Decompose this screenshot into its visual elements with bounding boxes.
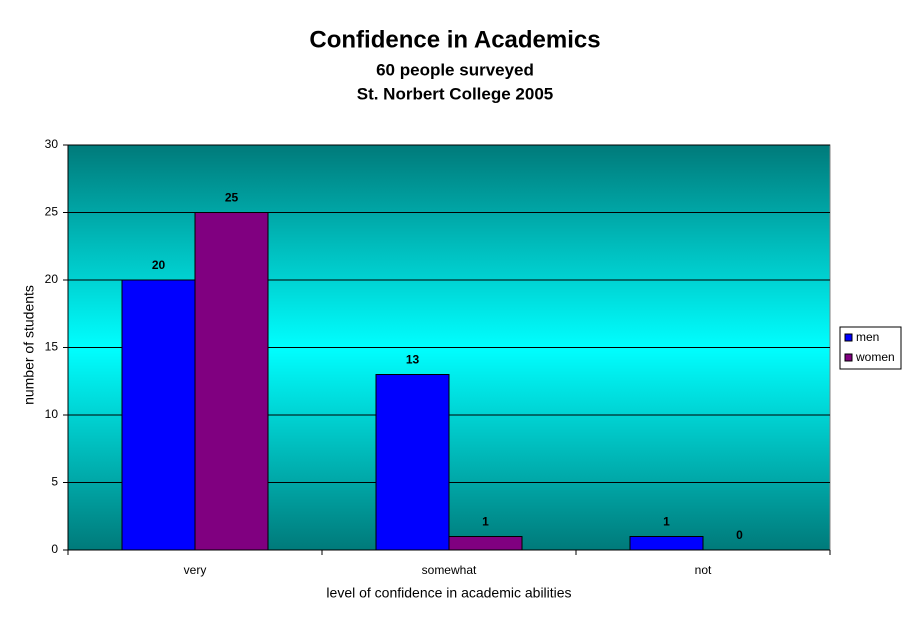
bar <box>629 536 704 551</box>
value-label: 20 <box>152 258 166 272</box>
chart-subtitle: 60 people surveyed <box>376 60 534 79</box>
y-tick-label: 15 <box>45 340 59 354</box>
y-axis-title: number of students <box>21 285 37 405</box>
bar <box>194 212 269 551</box>
bar <box>448 536 523 551</box>
y-tick-label: 5 <box>51 475 58 489</box>
y-tick-label: 10 <box>45 407 59 421</box>
legend-label: women <box>855 350 895 364</box>
chart-subtitle: St. Norbert College 2005 <box>357 84 554 103</box>
legend-label: men <box>856 330 879 344</box>
x-tick-label: not <box>695 563 712 577</box>
value-label: 13 <box>406 353 420 367</box>
value-label: 25 <box>225 191 239 205</box>
value-label: 0 <box>736 528 743 542</box>
value-label: 1 <box>482 515 489 529</box>
y-tick-label: 30 <box>45 137 59 151</box>
x-tick-label: very <box>184 563 207 577</box>
value-label: 1 <box>663 515 670 529</box>
y-tick-label: 0 <box>51 542 58 556</box>
y-tick-label: 20 <box>45 272 59 286</box>
bar <box>375 374 450 551</box>
legend-swatch <box>844 353 853 362</box>
x-tick-label: somewhat <box>422 563 477 577</box>
chart-title: Confidence in Academics <box>309 26 600 53</box>
y-tick-label: 25 <box>45 205 59 219</box>
x-axis-title: level of confidence in academic abilitie… <box>326 585 571 601</box>
legend-swatch <box>844 333 853 342</box>
bar <box>121 279 196 551</box>
